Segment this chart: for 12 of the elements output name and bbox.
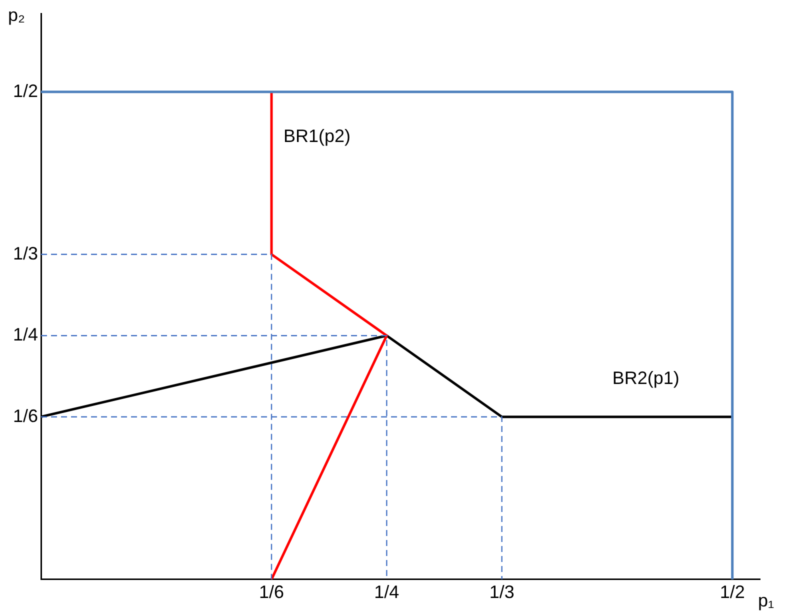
x-tick-label: 1/4 [374, 582, 400, 602]
x-tick-label: 1/2 [720, 582, 745, 602]
y-tick-label: 1/6 [12, 406, 38, 426]
y-tick-label: 1/3 [12, 243, 38, 264]
series-label: BR2(p1) [612, 368, 680, 388]
x-tick-label: 1/6 [258, 582, 284, 602]
x-tick-label: 1/3 [489, 582, 514, 602]
y-tick-label: 1/2 [12, 80, 38, 101]
x-axis-title: p₁ [758, 590, 774, 610]
series-label: BR1(p2) [284, 126, 351, 146]
y-tick-label: 1/4 [12, 324, 38, 345]
y-axis-title: p₂ [8, 4, 26, 25]
